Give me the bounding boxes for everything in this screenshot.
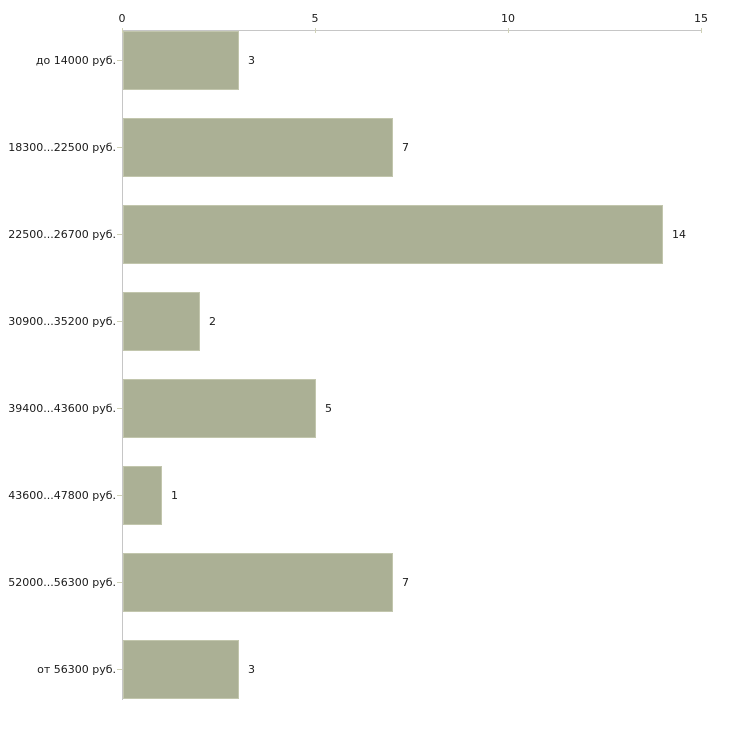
category-tick bbox=[117, 321, 122, 322]
bar bbox=[123, 31, 239, 90]
bar-value-label: 1 bbox=[171, 489, 178, 502]
x-axis-tick bbox=[701, 28, 702, 33]
category-tick bbox=[117, 234, 122, 235]
bar bbox=[123, 379, 316, 438]
category-label: 39400...43600 руб. bbox=[8, 402, 116, 415]
category-label: 43600...47800 руб. bbox=[8, 489, 116, 502]
bar bbox=[123, 205, 663, 264]
bar-value-label: 7 bbox=[402, 141, 409, 154]
x-axis-tick-label: 0 bbox=[118, 12, 126, 25]
bar bbox=[123, 118, 393, 177]
category-label: от 56300 руб. bbox=[37, 663, 116, 676]
bar-value-label: 2 bbox=[209, 315, 216, 328]
bar bbox=[123, 466, 162, 525]
bar bbox=[123, 640, 239, 699]
category-label: 52000...56300 руб. bbox=[8, 576, 116, 589]
category-label: до 14000 руб. bbox=[35, 54, 116, 67]
bar bbox=[123, 292, 200, 351]
x-axis-tick-label: 5 bbox=[311, 12, 319, 25]
x-axis-tick bbox=[122, 28, 123, 33]
y-axis-line bbox=[122, 30, 123, 700]
x-axis-tick-label: 15 bbox=[694, 12, 708, 25]
category-tick bbox=[117, 495, 122, 496]
category-tick bbox=[117, 60, 122, 61]
category-tick bbox=[117, 669, 122, 670]
category-label: 18300...22500 руб. bbox=[8, 141, 116, 154]
category-tick bbox=[117, 408, 122, 409]
x-axis-tick-label: 10 bbox=[501, 12, 515, 25]
category-label: 30900...35200 руб. bbox=[8, 315, 116, 328]
bar-value-label: 7 bbox=[402, 576, 409, 589]
category-label: 22500...26700 руб. bbox=[8, 228, 116, 241]
bar-value-label: 3 bbox=[248, 54, 255, 67]
bar bbox=[123, 553, 393, 612]
bar-value-label: 14 bbox=[672, 228, 686, 241]
bar-value-label: 3 bbox=[248, 663, 255, 676]
x-axis-line bbox=[122, 30, 702, 31]
bar-value-label: 5 bbox=[325, 402, 332, 415]
x-axis-tick bbox=[508, 28, 509, 33]
category-tick bbox=[117, 582, 122, 583]
x-axis-tick bbox=[315, 28, 316, 33]
category-tick bbox=[117, 147, 122, 148]
